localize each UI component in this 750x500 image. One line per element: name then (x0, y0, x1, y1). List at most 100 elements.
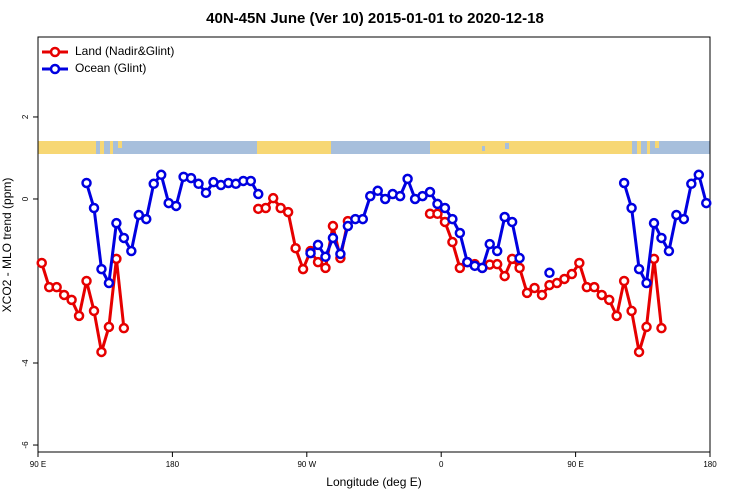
data-point (417, 190, 428, 202)
data-point (312, 256, 324, 268)
data-point (245, 175, 257, 187)
data-point (88, 202, 100, 214)
data-point (282, 206, 294, 218)
data-point (320, 262, 331, 274)
data-point (559, 273, 570, 285)
data-point (447, 213, 458, 225)
data-point (596, 289, 607, 301)
data-point (305, 247, 316, 259)
data-point (379, 193, 391, 205)
data-point (394, 190, 406, 202)
data-point (200, 187, 212, 199)
data-point (58, 289, 70, 301)
data-point (536, 289, 548, 301)
legend-label: Ocean (Glint) (75, 61, 146, 75)
y-tick-label: 0 (21, 196, 30, 201)
data-point (267, 192, 279, 204)
data-point (357, 213, 369, 225)
chart-title: 40N-45N June (Ver 10) 2015-01-01 to 2020… (206, 10, 544, 27)
x-tick-label: 90 E (30, 460, 46, 469)
data-point (327, 232, 339, 244)
legend-marker (49, 63, 61, 75)
land-strip (655, 141, 659, 148)
data-point (491, 245, 503, 257)
data-point (253, 188, 264, 200)
data-point (111, 217, 122, 229)
data-point (641, 277, 652, 289)
data-point (66, 294, 77, 306)
data-point (103, 321, 115, 333)
data-point (81, 275, 92, 287)
data-point (521, 287, 533, 299)
plot-frame (37, 36, 711, 453)
data-point (260, 202, 271, 214)
data-point (656, 322, 667, 334)
data-point (327, 220, 339, 232)
data-point (81, 177, 92, 189)
data-point (454, 262, 466, 274)
data-point (297, 263, 309, 275)
data-point (574, 257, 585, 269)
data-point (447, 236, 458, 248)
land-strip (38, 141, 96, 154)
data-point (96, 346, 107, 358)
x-tick-label: 90 E (567, 460, 583, 469)
data-point (678, 213, 690, 225)
land-strip (118, 141, 122, 148)
data-point (648, 217, 660, 229)
data-point (544, 267, 555, 279)
legend-label: Land (Nadir&Glint) (75, 44, 174, 58)
data-point (656, 232, 667, 244)
x-tick-label: 0 (439, 460, 444, 469)
x-axis-title: Longitude (deg E) (326, 475, 421, 489)
data-point (320, 251, 331, 263)
data-point (185, 172, 197, 184)
data-point (484, 238, 495, 250)
data-point (439, 202, 451, 214)
data-point (686, 178, 697, 190)
data-point (551, 277, 563, 289)
data-point (402, 173, 413, 185)
land-strip (257, 141, 331, 154)
land-mask (38, 141, 710, 154)
data-point (126, 245, 137, 257)
y-tick-label: -4 (21, 359, 30, 367)
data-point (611, 310, 622, 322)
data-point (148, 178, 159, 190)
data-point (641, 321, 652, 333)
data-point (432, 208, 443, 219)
data-point (170, 200, 182, 212)
x-tick-label: 180 (703, 460, 717, 469)
data-point (618, 275, 630, 287)
data-point (671, 209, 682, 221)
data-point (633, 346, 645, 358)
data-point (514, 262, 525, 274)
data-point (88, 305, 100, 317)
data-point (454, 227, 466, 239)
data-point (499, 270, 510, 282)
data-point (133, 209, 145, 221)
data-point (566, 268, 578, 280)
x-tick-label: 180 (166, 460, 180, 469)
data-point (193, 178, 204, 190)
data-point (663, 245, 675, 257)
data-point (477, 262, 488, 274)
data-point (432, 198, 443, 210)
land-strip (647, 141, 650, 154)
land-strip (637, 141, 641, 154)
data-point (36, 257, 47, 269)
land-strip (100, 141, 104, 154)
data-point (626, 202, 637, 214)
data-point (103, 277, 115, 289)
y-axis-title: XCO2 - MLO trend (ppm) (0, 178, 14, 313)
data-point (633, 263, 645, 275)
data-point (342, 220, 354, 232)
ocean-strip (482, 146, 485, 151)
data-point (290, 242, 301, 254)
data-point (618, 177, 630, 189)
data-point (529, 282, 540, 294)
data-point (365, 190, 376, 202)
data-point (275, 202, 286, 214)
data-point (96, 263, 107, 275)
